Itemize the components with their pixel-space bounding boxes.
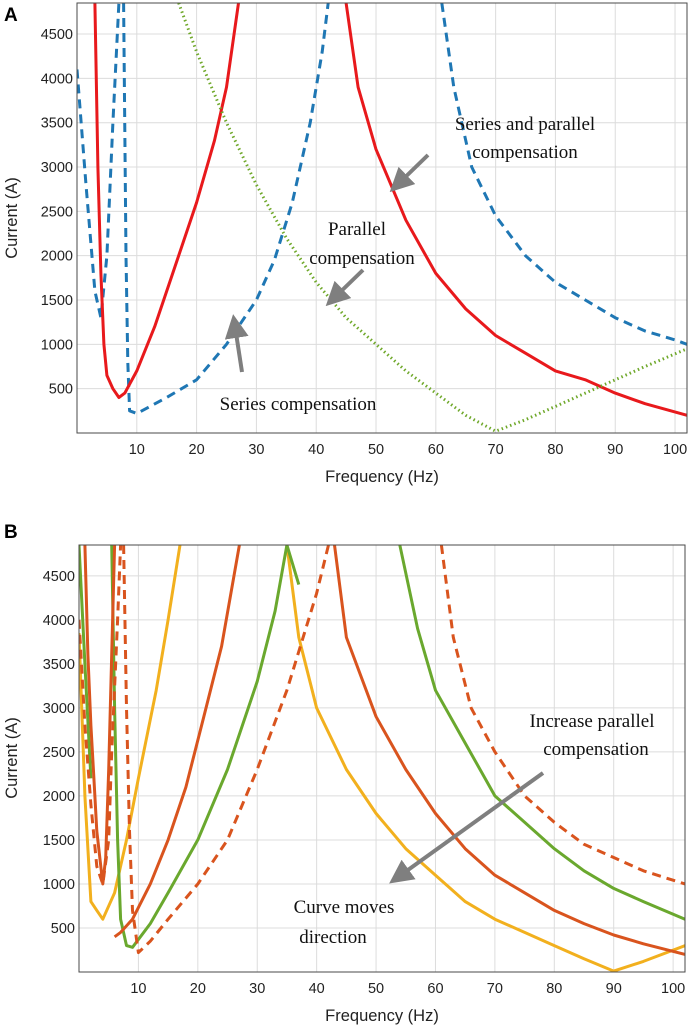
x-tick-label-60: 60 <box>427 981 443 997</box>
panel-a-grid <box>77 3 687 433</box>
y-tick-label-2500: 2500 <box>41 204 73 220</box>
y-tick-label-500: 500 <box>49 382 73 398</box>
arrow-curve-moves <box>389 771 545 884</box>
series-line-b-1-2 <box>285 545 301 586</box>
arrow-parallel <box>325 268 365 307</box>
y-tick-label-3500: 3500 <box>43 657 75 673</box>
series-line-a-1-0 <box>93 3 240 399</box>
y-tick-label-1000: 1000 <box>43 877 75 893</box>
series-line-b-0-0 <box>79 545 182 921</box>
series-line-a-2-0 <box>177 3 687 433</box>
annotation-parallel-line2: compensation <box>309 248 415 269</box>
panel-b-y-axis-label: Current (A) <box>3 717 21 799</box>
y-tick-label-1500: 1500 <box>43 833 75 849</box>
y-tick-label-3000: 3000 <box>41 160 73 176</box>
y-tick-label-4500: 4500 <box>43 569 75 585</box>
y-tick-label-4000: 4000 <box>41 71 73 87</box>
x-tick-label-10: 10 <box>130 981 146 997</box>
panel-b-x-axis-label: Frequency (Hz) <box>325 1007 439 1025</box>
series-line-b-2-1 <box>113 545 241 939</box>
arrow-series <box>224 314 249 373</box>
x-tick-label-10: 10 <box>129 442 145 458</box>
series-line-a-1-1 <box>344 3 687 417</box>
x-tick-label-50: 50 <box>368 442 384 458</box>
annotation-increase-parallel-line2: compensation <box>543 739 649 760</box>
x-tick-label-70: 70 <box>487 981 503 997</box>
panel-label-a: A <box>4 5 18 26</box>
annotation-series-and-parallel-line2: compensation <box>472 142 578 163</box>
y-tick-label-2000: 2000 <box>41 249 73 265</box>
x-tick-label-80: 80 <box>546 981 562 997</box>
x-tick-label-50: 50 <box>368 981 384 997</box>
x-tick-label-90: 90 <box>606 981 622 997</box>
series-line-b-2-0 <box>83 545 117 886</box>
series-line-a-0-1 <box>122 3 330 415</box>
y-tick-label-3000: 3000 <box>43 701 75 717</box>
series-line-b-0-1 <box>285 545 685 972</box>
series-line-b-1-3 <box>398 545 685 921</box>
annotation-curve-moves-line2: direction <box>299 927 367 948</box>
x-tick-label-100: 100 <box>663 442 687 458</box>
series-line-b-3-1 <box>122 545 330 955</box>
series-line-b-1-0 <box>79 545 93 779</box>
y-tick-label-1500: 1500 <box>41 293 73 309</box>
series-line-b-3-2 <box>439 545 685 886</box>
panel-b-chart: 10 20 30 40 50 60 70 80 90 100 500 1000 1500 2000 2500… <box>3 544 686 1025</box>
panel-a-x-axis-label: Frequency (Hz) <box>325 468 439 486</box>
x-tick-label-20: 20 <box>190 981 206 997</box>
y-tick-label-500: 500 <box>51 921 75 937</box>
annotation-parallel-line1: Parallel <box>328 219 386 240</box>
x-tick-label-20: 20 <box>189 442 205 458</box>
series-line-a-0-2 <box>440 3 687 346</box>
y-tick-label-1000: 1000 <box>41 337 73 353</box>
x-tick-label-80: 80 <box>547 442 563 458</box>
annotation-series: Series compensation <box>220 394 377 415</box>
x-tick-label-40: 40 <box>308 442 324 458</box>
arrow-series-and-parallel <box>389 153 430 193</box>
annotation-curve-moves-line1: Curve moves <box>294 897 395 918</box>
x-tick-label-90: 90 <box>607 442 623 458</box>
x-tick-label-70: 70 <box>488 442 504 458</box>
panel-a-y-axis-label: Current (A) <box>3 177 21 259</box>
y-tick-label-4500: 4500 <box>41 27 73 43</box>
y-tick-label-2500: 2500 <box>43 745 75 761</box>
x-tick-label-100: 100 <box>661 981 685 997</box>
series-line-b-1-1 <box>110 545 289 949</box>
panel-a-chart: 10 20 30 40 50 60 70 80 90 100 500 1000 1500 2000 2500… <box>3 2 688 486</box>
x-tick-label-30: 30 <box>248 442 264 458</box>
panel-b-series <box>79 545 685 972</box>
x-tick-label-60: 60 <box>428 442 444 458</box>
annotation-increase-parallel-line1: Increase parallel <box>530 711 655 732</box>
x-tick-label-30: 30 <box>249 981 265 997</box>
panel-a-plot-frame <box>76 2 688 434</box>
y-tick-label-2000: 2000 <box>43 789 75 805</box>
panel-b-plot-frame <box>78 544 686 973</box>
panel-b-grid <box>79 545 685 972</box>
y-tick-label-3500: 3500 <box>41 116 73 132</box>
panel-b-ticks: 10 20 30 40 50 60 70 80 90 100 500 1000 1500 2000 2500… <box>43 569 685 997</box>
series-line-b-2-2 <box>333 545 685 956</box>
panel-a-ticks: 10 20 30 40 50 60 70 80 90 100 500 1000 1500 2000 2500… <box>41 27 687 458</box>
series-line-b-3-0 <box>79 545 123 886</box>
y-tick-label-4000: 4000 <box>43 613 75 629</box>
panel-a-series <box>77 3 687 433</box>
annotation-series-and-parallel-line1: Series and parallel <box>455 114 595 135</box>
x-tick-label-40: 40 <box>309 981 325 997</box>
panel-label-b: B <box>4 522 18 543</box>
